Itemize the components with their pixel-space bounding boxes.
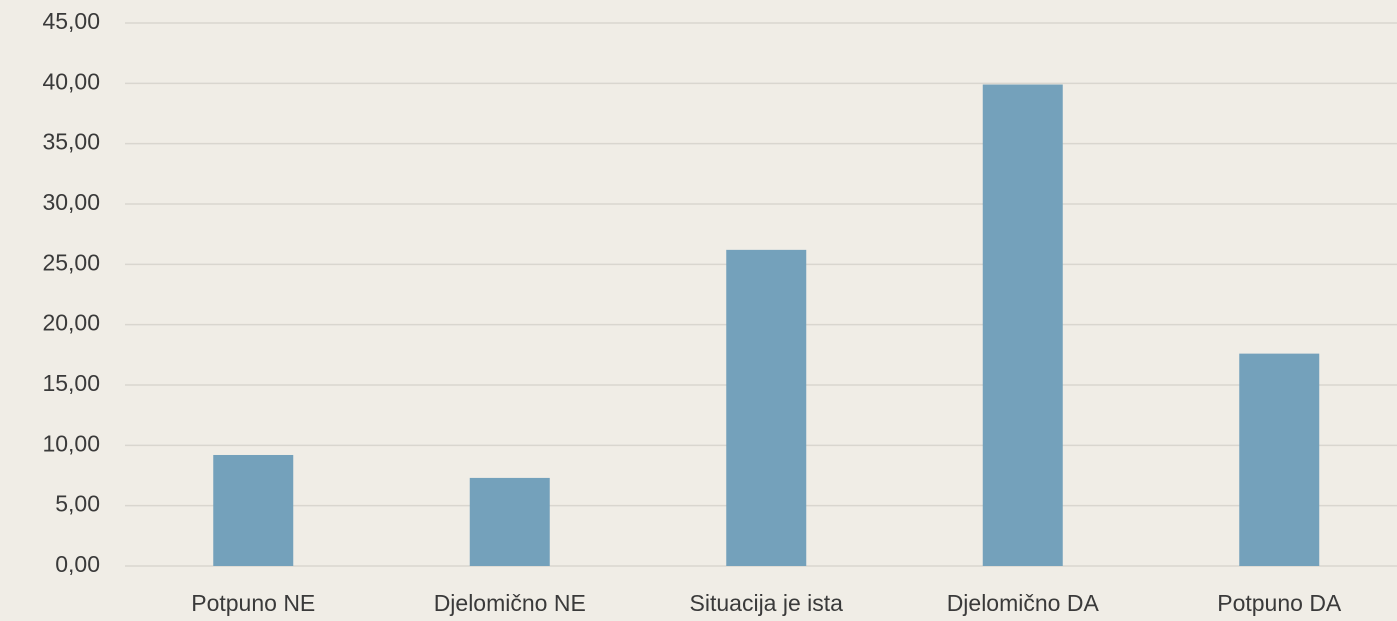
y-tick-label: 10,00 (42, 430, 100, 456)
y-tick-label: 35,00 (42, 129, 100, 155)
bar (1239, 353, 1320, 566)
x-tick-label: Situacija je ista (690, 590, 844, 616)
y-tick-label: 40,00 (42, 68, 100, 94)
x-tick-label: Potpuno NE (191, 590, 315, 616)
bar (469, 477, 550, 566)
y-tick-label: 0,00 (55, 551, 100, 577)
x-tick-label: Djelomično NE (434, 590, 586, 616)
y-tick-label: 25,00 (42, 249, 100, 275)
y-tick-label: 15,00 (42, 370, 100, 396)
y-tick-label: 20,00 (42, 310, 100, 336)
x-tick-label: Djelomično DA (947, 590, 1100, 616)
bar (213, 454, 294, 566)
y-tick-label: 45,00 (42, 8, 100, 34)
bar (726, 249, 807, 566)
y-tick-label: 5,00 (55, 491, 100, 517)
x-tick-label: Potpuno DA (1217, 590, 1342, 616)
bar (982, 84, 1063, 566)
y-tick-label: 30,00 (42, 189, 100, 215)
